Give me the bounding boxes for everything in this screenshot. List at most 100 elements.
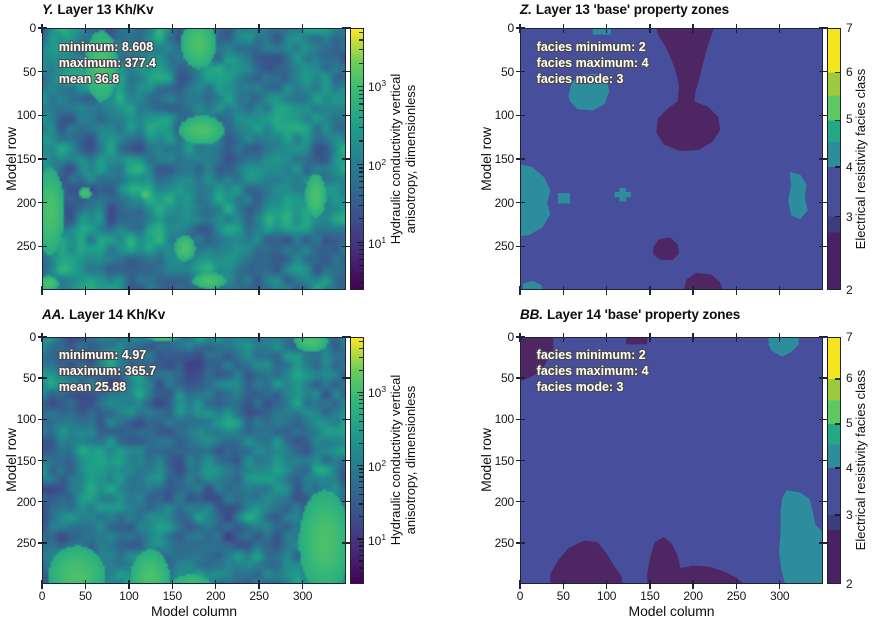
colorbar-tick-label: 102 [368, 157, 386, 173]
colorbar-minor-tick [359, 545, 363, 547]
facies-zone-class-4 [568, 73, 610, 111]
colorbar-minor-tick [359, 554, 363, 556]
colorbar-minor-tick [359, 347, 363, 349]
facies-zone-class-4 [557, 193, 570, 204]
y-tick-mark [37, 418, 47, 421]
colorbar-minor-tick [359, 420, 363, 423]
x-tick-mark [779, 579, 781, 589]
tick-exponent: 1 [381, 234, 387, 245]
stat-maximum: maximum: 377.4 [58, 56, 156, 70]
y-tick-label: 50 [23, 371, 36, 386]
colorbar-class-tick [835, 216, 840, 218]
y-tick-label: 50 [501, 371, 514, 386]
x-tick-mark [171, 23, 173, 33]
x-tick-mark [605, 23, 608, 33]
x-tick-mark [605, 579, 608, 589]
y-tick-label: 0 [29, 330, 37, 344]
x-tick-mark [649, 23, 651, 33]
y-tick-label: 0 [507, 21, 515, 35]
colorbar-minor-tick [359, 408, 363, 410]
panel-letter-AA: AA. [42, 307, 65, 322]
x-tick-label: 150 [640, 589, 660, 603]
zones-panel-Z: facies minimum: 2 facies maximum: 4 faci… [520, 28, 823, 290]
colorbar-class-tick [835, 119, 840, 121]
colorbar-minor-tick [359, 476, 363, 478]
x-tick-label: 150 [162, 589, 183, 603]
x-tick-label: 200 [683, 589, 703, 603]
colorbar-minor-tick [359, 398, 363, 401]
x-axis-label-AA: Model column [151, 603, 237, 619]
colorbar-minor-tick [359, 109, 363, 111]
colorbar-minor-tick [359, 340, 363, 342]
x-tick-mark [519, 579, 521, 589]
stats-annotation-Y: minimum: 8.608 maximum: 377.4 mean 36.8 [59, 39, 156, 87]
y-tick-mark [515, 500, 525, 503]
y-tick-label: 0 [29, 21, 37, 35]
y-tick-mark [818, 158, 828, 160]
y-tick-label: 250 [494, 239, 515, 254]
colorbar-major-tick [356, 241, 363, 243]
y-tick-mark [515, 542, 525, 544]
colorbar-minor-tick [359, 103, 363, 105]
stat-minimum: minimum: 4.97 [58, 348, 147, 363]
x-tick-mark [301, 579, 304, 589]
colorbar-label-line1: Hydraulic conductivity vertical [388, 73, 403, 245]
x-tick-mark [605, 332, 608, 342]
x-tick-mark [258, 332, 260, 342]
tick-exponent: 3 [381, 78, 387, 89]
colorbar-minor-tick [359, 204, 363, 206]
colorbar-minor-tick [359, 403, 363, 405]
x-tick-mark [41, 285, 43, 295]
y-tick-mark [341, 27, 351, 29]
colorbar-minor-tick [359, 369, 363, 371]
zones-panel-BB: facies minimum: 2 facies maximum: 4 faci… [520, 337, 823, 584]
colorbar-minor-tick [359, 272, 363, 274]
colorbar-minor-tick [359, 516, 363, 518]
x-tick-mark [519, 285, 521, 295]
x-tick-label: 200 [205, 589, 226, 603]
x-tick-mark [84, 579, 87, 589]
colorbar-tick-label: 4 [846, 460, 853, 475]
y-tick-mark [818, 459, 828, 462]
x-tick-mark [301, 285, 304, 295]
y-tick-mark [515, 459, 525, 462]
facies-zone-class-4 [523, 280, 543, 290]
colorbar-minor-tick [359, 560, 363, 562]
y-tick-mark [341, 542, 351, 544]
y-tick-label: 100 [16, 108, 37, 123]
x-tick-mark [562, 23, 564, 33]
y-tick-label: 250 [16, 239, 37, 254]
y-tick-mark [818, 336, 828, 338]
y-tick-mark [37, 70, 47, 73]
facies-zone-class-2 [520, 337, 554, 382]
tick-mantissa: 10 [368, 385, 382, 400]
colorbar-minor-tick [359, 356, 363, 359]
zones-svg-BB [520, 337, 823, 584]
colorbar-tick-label: 103 [368, 78, 386, 94]
x-tick-mark [128, 332, 130, 342]
stat-facies-minimum: facies minimum: 2 [536, 40, 646, 54]
colorbar-minor-tick [359, 576, 363, 578]
y-tick-mark [341, 418, 351, 421]
y-tick-mark [37, 158, 47, 160]
tick-mantissa: 10 [368, 236, 382, 251]
stat-facies-maximum: facies maximum: 4 [536, 364, 649, 379]
y-tick-mark [341, 114, 351, 117]
tick-exponent: 1 [381, 531, 387, 542]
x-tick-mark [258, 579, 260, 589]
panel-title-BB: BB. Layer 14 'base' property zones [520, 307, 740, 322]
x-tick-mark [562, 579, 564, 589]
colorbar-facies [827, 28, 841, 290]
tick-mantissa: 10 [368, 158, 382, 173]
y-tick-mark [818, 201, 828, 204]
heatmap-canvas-Y [42, 28, 346, 290]
x-tick-mark [258, 23, 260, 33]
x-tick-mark [779, 23, 781, 33]
y-tick-label: 150 [494, 453, 515, 468]
stat-facies-maximum: facies maximum: 4 [536, 56, 649, 70]
colorbar-minor-tick [359, 253, 363, 255]
heatmap-panel-Y: minimum: 8.608 maximum: 377.4 mean 36.8 [42, 28, 346, 290]
x-tick-mark [215, 579, 217, 589]
colorbar-minor-tick [359, 282, 363, 284]
y-tick-label: 200 [494, 494, 515, 509]
